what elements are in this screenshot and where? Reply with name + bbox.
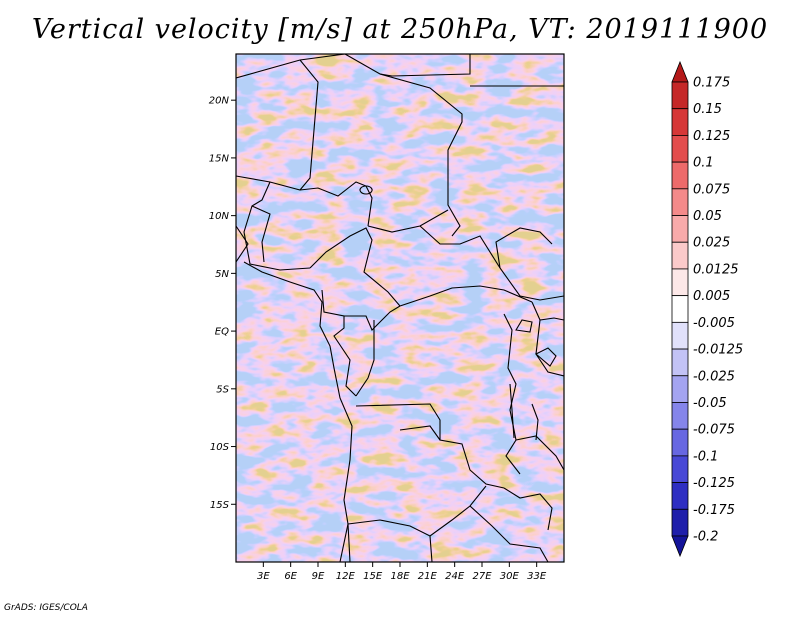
colorbar-swatch bbox=[671, 81, 689, 110]
colorbar-swatch bbox=[671, 60, 689, 83]
colorbar-label: -0.2 bbox=[693, 530, 718, 545]
colorbar-swatch bbox=[671, 535, 689, 558]
colorbar-swatch bbox=[671, 321, 689, 350]
lat-tick-label: EQ bbox=[215, 327, 229, 338]
colorbar-swatch bbox=[671, 482, 689, 510]
lon-tick-label: 15E bbox=[363, 571, 383, 582]
colorbar-label: -0.1 bbox=[693, 449, 718, 464]
colorbar-label: 0.1 bbox=[693, 156, 714, 171]
lon-tick-label: 33E bbox=[527, 571, 547, 582]
colorbar-swatch bbox=[671, 508, 689, 537]
lat-tick-label: 5S bbox=[216, 384, 229, 395]
lon-tick-label: 27E bbox=[472, 571, 492, 582]
lon-tick-label: 6E bbox=[284, 571, 297, 582]
colorbar-label: -0.075 bbox=[693, 423, 735, 438]
lon-tick-label: 3E bbox=[257, 571, 270, 582]
colorbar-label: 0.15 bbox=[693, 102, 722, 117]
lat-tick-label: 5N bbox=[215, 269, 229, 280]
colorbar-swatch bbox=[671, 108, 689, 136]
colorbar-swatch bbox=[671, 188, 689, 216]
longitude-axis: 3E 6E 9E 12E 15E 18E 21E 24E 27E 30E 33E bbox=[257, 562, 547, 582]
lat-tick-label: 15N bbox=[209, 153, 230, 164]
colorbar-swatch bbox=[671, 268, 689, 297]
lon-tick-label: 21E bbox=[418, 571, 438, 582]
colorbar-label: 0.125 bbox=[693, 129, 730, 144]
colorbar-swatch bbox=[671, 135, 689, 163]
colorbar-legend: 0.175 0.15 0.125 0.1 0.075 0.05 0.025 0.0125 0.0… bbox=[671, 60, 743, 558]
colorbar-swatch bbox=[671, 215, 689, 243]
colorbar-swatch bbox=[671, 161, 689, 190]
colorbar-label: -0.05 bbox=[693, 396, 727, 411]
colorbar-label: -0.005 bbox=[693, 316, 735, 331]
colorbar-label: 0.075 bbox=[693, 182, 730, 197]
colorbar-swatch bbox=[671, 428, 689, 457]
colorbar-label: -0.0125 bbox=[693, 343, 743, 358]
colorbar-label: -0.025 bbox=[693, 369, 735, 384]
colorbar-swatch bbox=[671, 375, 689, 403]
lon-tick-label: 18E bbox=[390, 571, 410, 582]
colorbar-swatch bbox=[671, 348, 689, 377]
colorbar-label: 0.175 bbox=[693, 76, 730, 91]
lat-tick-label: 10S bbox=[210, 442, 230, 453]
lon-tick-label: 9E bbox=[312, 571, 325, 582]
lon-tick-label: 24E bbox=[445, 571, 465, 582]
colorbar-swatch bbox=[671, 402, 689, 430]
lon-tick-label: 12E bbox=[336, 571, 356, 582]
colorbar-label: -0.175 bbox=[693, 503, 735, 518]
map-title: Vertical velocity [m/s] at 250hPa, VT: 2… bbox=[31, 14, 769, 45]
country-borders bbox=[236, 54, 564, 562]
colorbar-label: -0.125 bbox=[693, 476, 735, 491]
lat-tick-label: 20N bbox=[209, 96, 230, 107]
lat-tick-label: 15S bbox=[210, 500, 230, 511]
colorbar-label: 0.005 bbox=[693, 289, 730, 304]
latitude-axis: 20N 15N 10N 5N EQ 5S 10S 15S bbox=[209, 96, 236, 511]
grads-credit: GrADS: IGES/COLA bbox=[4, 603, 88, 613]
lon-tick-label: 30E bbox=[500, 571, 520, 582]
colorbar-swatch bbox=[671, 295, 689, 323]
lat-tick-label: 10N bbox=[209, 211, 230, 222]
colorbar-swatch bbox=[671, 455, 689, 483]
velocity-field bbox=[236, 54, 564, 562]
colorbar-swatch bbox=[671, 241, 689, 270]
colorbar-label: 0.05 bbox=[693, 209, 722, 224]
colorbar-label: 0.025 bbox=[693, 236, 730, 251]
colorbar-label: 0.0125 bbox=[693, 262, 739, 277]
